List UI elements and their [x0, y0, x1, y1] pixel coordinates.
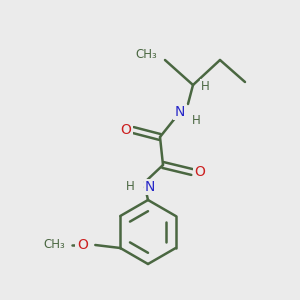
Text: H: H [201, 80, 210, 94]
Text: CH₃: CH₃ [44, 238, 65, 251]
Text: N: N [175, 105, 185, 119]
Text: O: O [121, 123, 131, 137]
Text: CH₃: CH₃ [135, 49, 157, 62]
Text: H: H [126, 181, 135, 194]
Text: O: O [77, 238, 88, 252]
Text: O: O [195, 165, 206, 179]
Text: N: N [145, 180, 155, 194]
Text: H: H [192, 113, 201, 127]
